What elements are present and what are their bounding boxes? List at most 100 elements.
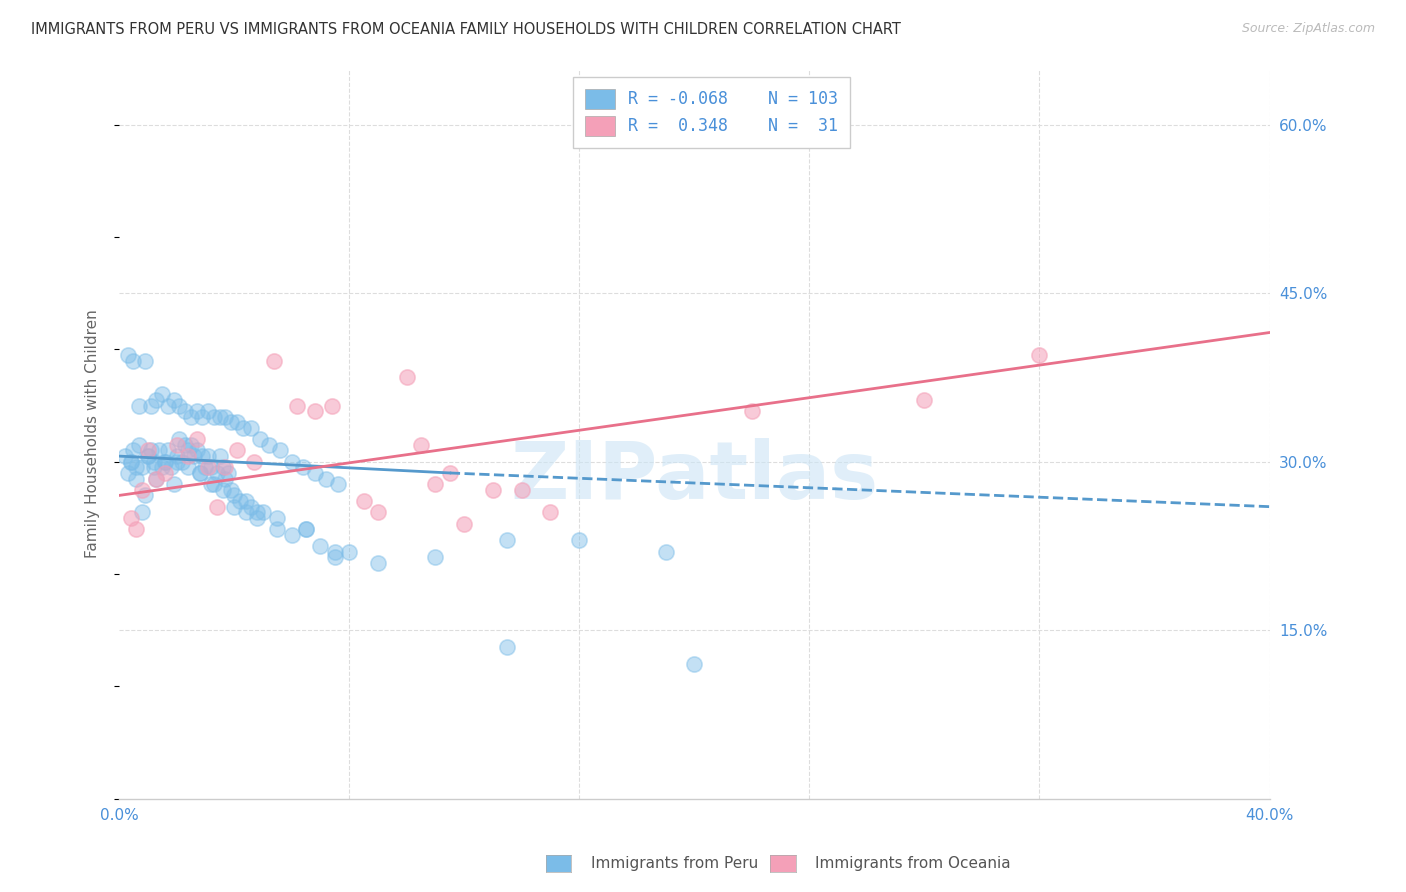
Point <box>280 455 302 469</box>
Point <box>252 505 274 519</box>
Point <box>208 409 231 424</box>
Point <box>741 404 763 418</box>
Point <box>180 438 202 452</box>
Point <box>337 544 360 558</box>
Point <box>226 416 249 430</box>
Point <box>326 477 349 491</box>
Point <box>287 399 309 413</box>
Point <box>269 443 291 458</box>
Point <box>136 449 159 463</box>
Point <box>188 466 211 480</box>
Point <box>142 455 165 469</box>
Point <box>134 488 156 502</box>
Point <box>200 477 222 491</box>
Point <box>315 472 337 486</box>
Point <box>482 483 505 497</box>
Point <box>235 505 257 519</box>
Point <box>654 544 676 558</box>
Point <box>186 432 208 446</box>
Point <box>156 399 179 413</box>
Point <box>292 460 315 475</box>
Point <box>188 466 211 480</box>
Point <box>125 522 148 536</box>
Point <box>240 500 263 514</box>
Text: ZIPatlas: ZIPatlas <box>510 439 879 516</box>
Point <box>145 472 167 486</box>
Point <box>367 556 389 570</box>
Point <box>246 511 269 525</box>
Point <box>568 533 591 548</box>
Point <box>191 449 214 463</box>
Point <box>246 505 269 519</box>
Point <box>323 550 346 565</box>
Point <box>205 466 228 480</box>
Point <box>353 494 375 508</box>
Point <box>197 404 219 418</box>
Point <box>180 409 202 424</box>
Point <box>120 511 142 525</box>
Point <box>169 399 191 413</box>
Point <box>197 460 219 475</box>
Point <box>131 483 153 497</box>
Point <box>153 455 176 469</box>
Point <box>186 443 208 458</box>
Point <box>280 527 302 541</box>
Point <box>122 353 145 368</box>
Point <box>409 438 432 452</box>
Point <box>425 550 447 565</box>
Point <box>219 483 242 497</box>
Point <box>166 455 188 469</box>
Point <box>425 477 447 491</box>
Point <box>172 455 194 469</box>
Text: IMMIGRANTS FROM PERU VS IMMIGRANTS FROM OCEANIA FAMILY HOUSEHOLDS WITH CHILDREN : IMMIGRANTS FROM PERU VS IMMIGRANTS FROM … <box>31 22 901 37</box>
Point <box>197 449 219 463</box>
Point <box>217 466 239 480</box>
Point <box>166 438 188 452</box>
Point <box>540 505 562 519</box>
Point <box>134 353 156 368</box>
Point <box>439 466 461 480</box>
Point <box>125 472 148 486</box>
Point <box>304 466 326 480</box>
Point <box>148 443 170 458</box>
Legend: R = -0.068    N = 103, R =  0.348    N =  31: R = -0.068 N = 103, R = 0.348 N = 31 <box>574 77 849 147</box>
Point <box>122 443 145 458</box>
Point <box>125 460 148 475</box>
Point <box>177 443 200 458</box>
Text: Source: ZipAtlas.com: Source: ZipAtlas.com <box>1241 22 1375 36</box>
Point <box>263 353 285 368</box>
Point <box>211 483 233 497</box>
Text: Immigrants from Oceania: Immigrants from Oceania <box>815 856 1011 871</box>
Point <box>202 409 225 424</box>
Point <box>159 460 181 475</box>
Point <box>304 404 326 418</box>
Point <box>1028 348 1050 362</box>
Point <box>191 409 214 424</box>
Point <box>136 449 159 463</box>
Point <box>163 477 186 491</box>
Point <box>169 432 191 446</box>
Point <box>367 505 389 519</box>
Point <box>309 539 332 553</box>
Point <box>232 421 254 435</box>
Point <box>453 516 475 531</box>
Point <box>496 640 519 654</box>
Point <box>120 455 142 469</box>
Point <box>243 455 266 469</box>
Point <box>194 460 217 475</box>
Point <box>114 449 136 463</box>
Point <box>139 399 162 413</box>
Point <box>235 494 257 508</box>
Point <box>395 370 418 384</box>
Point <box>912 392 935 407</box>
Point <box>145 392 167 407</box>
Point <box>226 443 249 458</box>
Point <box>295 522 318 536</box>
Point <box>136 443 159 458</box>
Point <box>683 657 706 671</box>
Point <box>222 488 245 502</box>
Point <box>177 449 200 463</box>
Point <box>186 404 208 418</box>
Point <box>323 544 346 558</box>
Point <box>117 466 139 480</box>
